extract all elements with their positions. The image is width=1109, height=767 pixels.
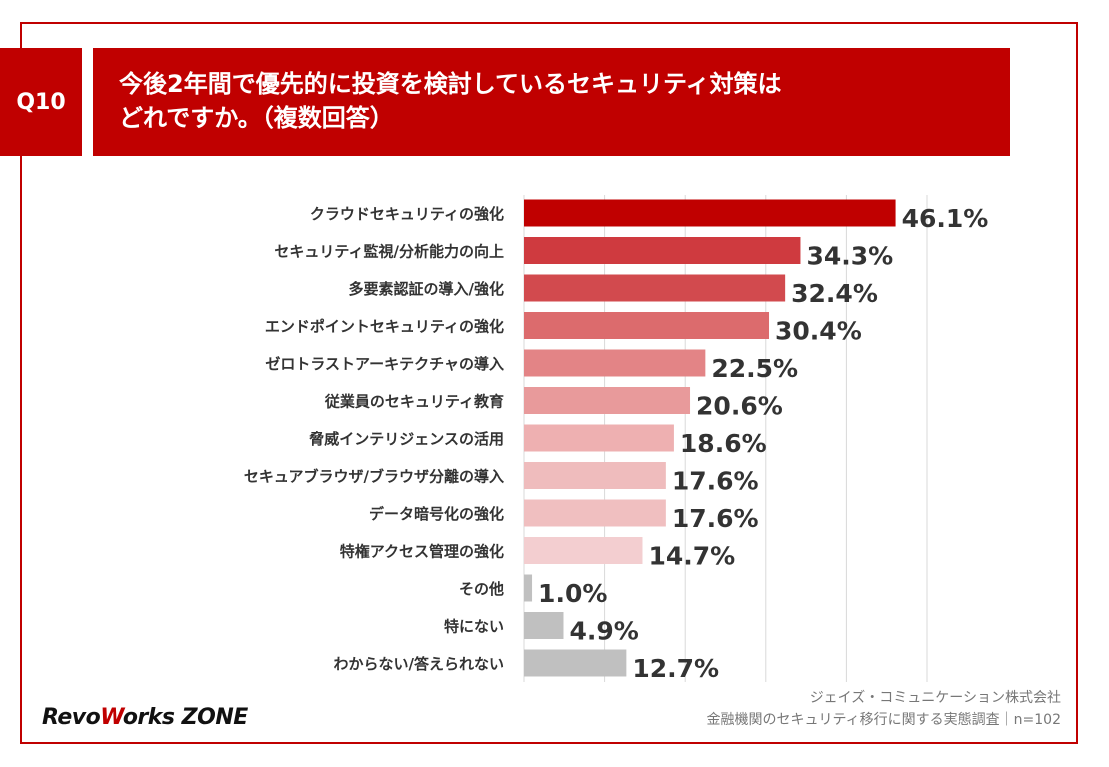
- category-label: 従業員のセキュリティ教育: [324, 393, 504, 411]
- logo-text-orks-zone: orks ZONE: [122, 705, 248, 730]
- logo-text-w: W: [100, 705, 123, 730]
- category-label: わからない/答えられない: [334, 655, 504, 673]
- bar: [524, 537, 643, 564]
- value-label: 12.7%: [632, 654, 719, 683]
- question-title-box: 今後2年間で優先的に投資を検討しているセキュリティ対策は どれですか。（複数回答…: [93, 48, 1010, 156]
- bar: [524, 349, 706, 377]
- category-label: セキュリティ監視/分析能力の向上: [274, 243, 504, 261]
- category-label: データ暗号化の強化: [369, 505, 504, 523]
- category-label: 多要素認証の導入/強化: [349, 280, 504, 298]
- value-label: 46.1%: [902, 204, 989, 233]
- value-label: 17.6%: [672, 504, 759, 533]
- question-title-line2: どれですか。（複数回答）: [119, 104, 394, 132]
- question-number-badge: Q10: [0, 48, 82, 156]
- value-label: 34.3%: [806, 242, 893, 271]
- category-label: 特権アクセス管理の強化: [340, 543, 504, 561]
- value-label: 22.5%: [711, 354, 798, 383]
- slide-border: [20, 22, 1078, 744]
- bar: [524, 274, 786, 302]
- value-label: 1.0%: [538, 579, 607, 608]
- value-label: 30.4%: [775, 317, 862, 346]
- value-label: 17.6%: [672, 467, 759, 496]
- bar: [524, 462, 666, 489]
- bar: [524, 574, 533, 602]
- category-label: セキュアブラウザ/ブラウザ分離の導入: [244, 468, 504, 486]
- category-label: ゼロトラストアーキテクチャの導入: [265, 355, 504, 373]
- bar: [524, 649, 627, 677]
- question-number: Q10: [16, 89, 66, 115]
- category-label: 特にない: [444, 618, 504, 636]
- bar: [524, 424, 674, 452]
- value-label: 20.6%: [696, 392, 783, 421]
- bar: [524, 499, 666, 527]
- bar: [524, 199, 896, 227]
- logo-text-revo: Revo: [42, 705, 101, 730]
- bar: [524, 312, 770, 339]
- category-label: クラウドセキュリティの強化: [310, 205, 504, 223]
- category-label: 脅威インテリジェンスの活用: [308, 430, 504, 448]
- question-title-line1: 今後2年間で優先的に投資を検討しているセキュリティ対策は: [119, 70, 782, 98]
- bar: [524, 612, 564, 639]
- value-label: 14.7%: [648, 542, 735, 571]
- value-label: 32.4%: [791, 279, 878, 308]
- value-label: 18.6%: [680, 429, 767, 458]
- value-label: 4.9%: [569, 617, 638, 646]
- source-survey: 金融機関のセキュリティ移行に関する実態調査｜n=102: [706, 712, 1061, 728]
- source-company: ジェイズ・コミュニケーション株式会社: [809, 690, 1061, 706]
- revoworks-zone-logo: RevoWorks ZONE: [42, 705, 248, 730]
- category-label: その他: [459, 580, 504, 598]
- bar: [524, 387, 691, 414]
- bar: [524, 237, 801, 264]
- category-label: エンドポイントセキュリティの強化: [265, 318, 504, 336]
